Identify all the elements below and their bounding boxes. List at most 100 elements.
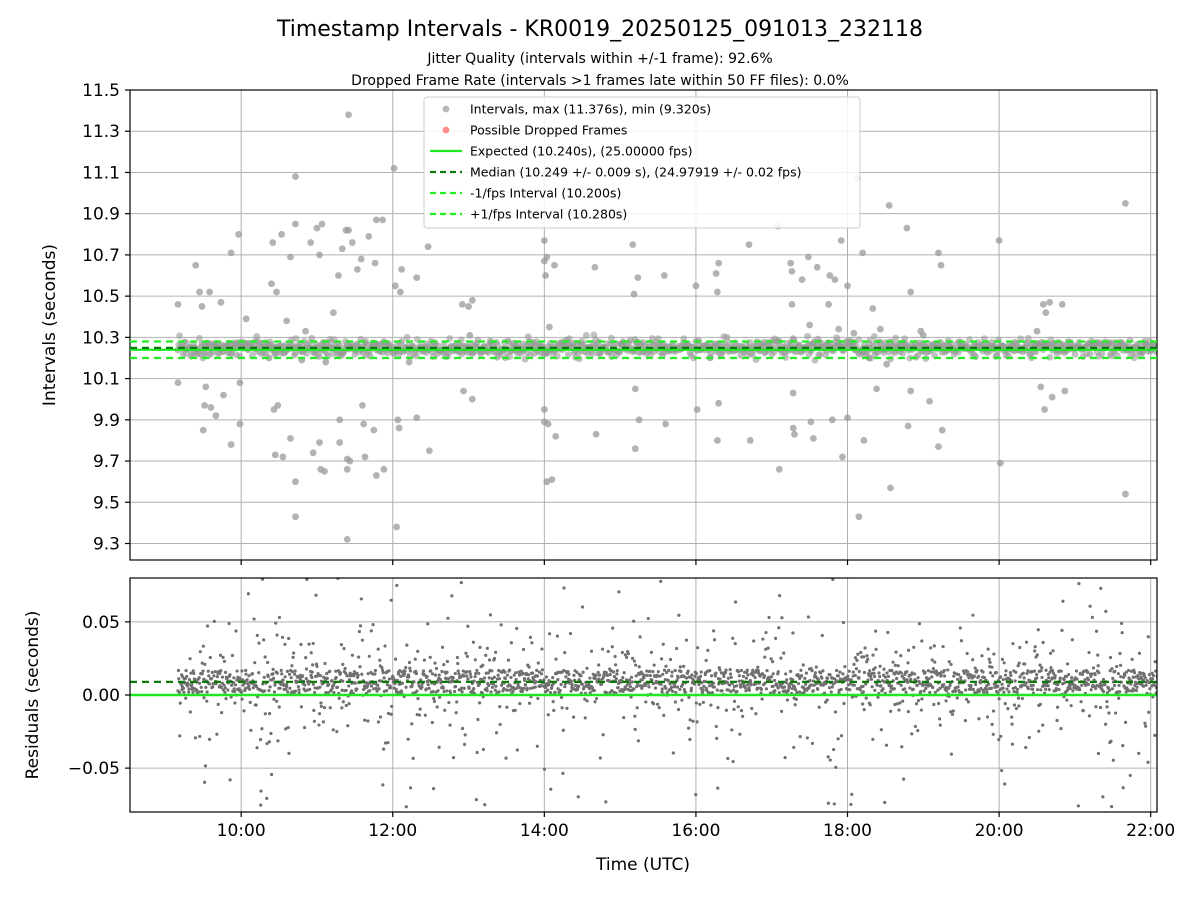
- residual-point: [1039, 669, 1043, 673]
- interval-outlier-point: [543, 253, 551, 261]
- interval-outlier-point: [1122, 490, 1129, 498]
- residual-point: [494, 684, 498, 688]
- interval-point: [292, 335, 300, 342]
- interval-point: [680, 335, 688, 343]
- residual-point: [346, 724, 350, 728]
- residual-point: [548, 691, 553, 695]
- residual-point: [693, 674, 697, 678]
- residual-point: [875, 683, 880, 687]
- residual-point: [678, 687, 682, 692]
- interval-outlier-point: [1033, 327, 1041, 335]
- residual-point: [861, 684, 865, 688]
- residual-point: [418, 707, 422, 711]
- residual-point: [588, 691, 592, 695]
- residual-point: [976, 674, 981, 678]
- residual-point: [455, 700, 459, 704]
- residual-point: [1015, 687, 1020, 691]
- residual-point: [472, 679, 476, 683]
- residual-point: [465, 670, 469, 674]
- residual-point: [278, 686, 282, 690]
- residual-point: [623, 653, 627, 657]
- residual-point: [944, 699, 948, 703]
- residual-point: [506, 658, 511, 662]
- residual-point: [448, 689, 452, 693]
- residual-point: [1153, 733, 1157, 737]
- residual-point: [659, 682, 663, 686]
- residual-point: [1032, 669, 1037, 673]
- x-tick-label: 12:00: [368, 821, 417, 841]
- residual-point: [230, 653, 235, 658]
- residual-point: [536, 696, 540, 701]
- residual-point: [908, 686, 912, 690]
- residual-point: [688, 718, 692, 722]
- residual-point: [267, 712, 272, 716]
- residual-point: [611, 626, 615, 630]
- residual-point: [910, 671, 914, 675]
- residual-point: [473, 674, 477, 679]
- interval-point: [308, 334, 316, 342]
- residual-point: [406, 737, 410, 741]
- residual-point: [203, 780, 207, 784]
- residual-point: [1147, 710, 1151, 714]
- residual-point: [282, 683, 286, 687]
- residual-point: [1024, 640, 1029, 644]
- residual-point: [763, 681, 767, 685]
- residual-point: [642, 676, 646, 680]
- residual-point: [310, 670, 314, 674]
- residual-point: [673, 668, 677, 673]
- interval-point: [253, 332, 261, 340]
- residual-point: [284, 685, 289, 689]
- residual-point: [604, 800, 608, 804]
- residual-point: [1137, 677, 1141, 681]
- residual-point: [259, 803, 263, 807]
- residual-point: [312, 708, 316, 712]
- residual-point: [1016, 696, 1021, 700]
- residual-point: [629, 695, 633, 699]
- chart-subtitle-dropped: Dropped Frame Rate (intervals >1 frames …: [351, 73, 849, 89]
- residual-point: [1128, 773, 1132, 778]
- residual-point: [850, 695, 854, 699]
- residual-point: [791, 678, 795, 682]
- residual-point: [816, 687, 820, 691]
- residual-point: [610, 688, 614, 693]
- residual-point: [997, 697, 1001, 701]
- residual-point: [1064, 674, 1069, 679]
- residual-point: [535, 674, 540, 678]
- interval-outlier-point: [1061, 387, 1069, 395]
- residual-point: [530, 641, 534, 645]
- residual-point: [729, 690, 733, 694]
- interval-point: [588, 350, 596, 358]
- residual-point: [508, 688, 512, 692]
- residual-point: [1075, 677, 1079, 681]
- residual-point: [567, 672, 571, 676]
- residual-point: [969, 683, 973, 688]
- residual-point: [774, 636, 778, 640]
- residual-point: [833, 710, 838, 714]
- residual-point: [684, 638, 689, 642]
- residual-point: [674, 690, 678, 694]
- residual-point: [982, 675, 986, 680]
- residual-point: [607, 678, 611, 683]
- residual-point: [198, 734, 202, 739]
- interval-outlier-point: [380, 465, 388, 473]
- residual-point: [580, 605, 585, 609]
- residual-point: [187, 690, 191, 694]
- interval-outlier-point: [835, 325, 843, 333]
- residual-point: [653, 686, 658, 690]
- residual-point: [883, 675, 888, 679]
- residual-point: [895, 702, 899, 706]
- residual-point: [826, 801, 831, 805]
- residual-point: [474, 671, 478, 676]
- residual-point: [289, 676, 293, 680]
- interval-outlier-point: [413, 414, 421, 422]
- residual-point: [1098, 705, 1103, 710]
- residual-point: [664, 664, 668, 668]
- residual-point: [677, 613, 681, 617]
- residual-point: [787, 685, 792, 689]
- residual-point: [668, 682, 672, 686]
- residual-point: [498, 722, 502, 727]
- residual-point: [564, 675, 568, 679]
- residual-point: [1126, 668, 1131, 673]
- residual-point: [583, 716, 587, 720]
- residual-point: [1006, 706, 1010, 711]
